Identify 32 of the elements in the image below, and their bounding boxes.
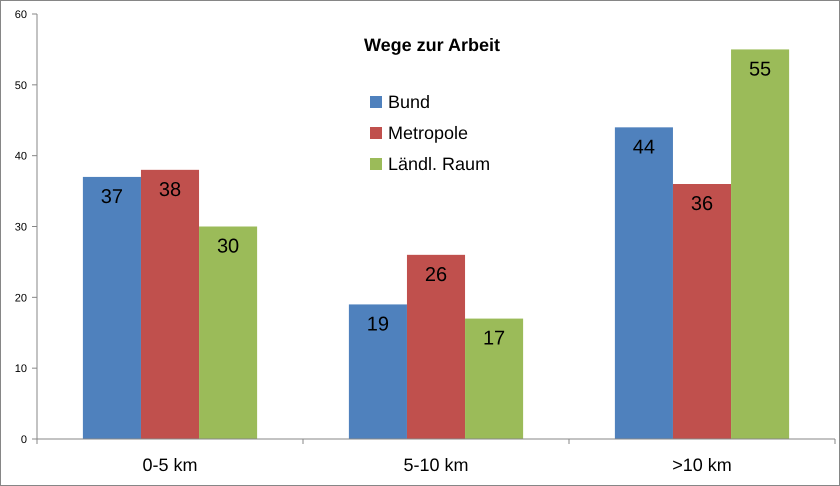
legend-label: Metropole [388, 123, 468, 143]
data-label: 44 [632, 136, 656, 158]
data-label: 36 [690, 193, 714, 215]
y-tick-label: 50 [14, 80, 27, 92]
legend-label: Ländl. Raum [388, 154, 490, 174]
bar [672, 184, 732, 439]
data-label: 17 [482, 328, 506, 350]
bar [731, 49, 790, 439]
x-tick-label: 0-5 km [142, 455, 198, 475]
data-label: 26 [424, 264, 448, 286]
bar [348, 304, 407, 439]
data-label: 30 [216, 236, 240, 258]
data-label: 55 [748, 58, 772, 80]
y-tick-label: 0 [20, 434, 27, 446]
data-label: 38 [158, 178, 182, 201]
bar [140, 170, 200, 439]
text: Wege zur Arbeit [364, 35, 500, 55]
y-tick-label: 20 [14, 292, 27, 304]
y-tick-label: 60 [14, 9, 27, 21]
bar [406, 254, 466, 439]
bar [199, 226, 258, 439]
y-tick-label: 10 [14, 363, 27, 376]
legend-label: Bund [388, 92, 430, 112]
bar [465, 318, 524, 439]
bar [614, 127, 673, 439]
bar [82, 176, 141, 439]
data-label: 19 [366, 313, 390, 336]
data-label: 37 [100, 186, 124, 208]
y-tick-label: 30 [14, 222, 27, 234]
x-tick-label: 5-10 km [403, 455, 469, 475]
y-tick-label: 40 [14, 150, 27, 163]
x-tick-label: >10 km [672, 455, 732, 475]
